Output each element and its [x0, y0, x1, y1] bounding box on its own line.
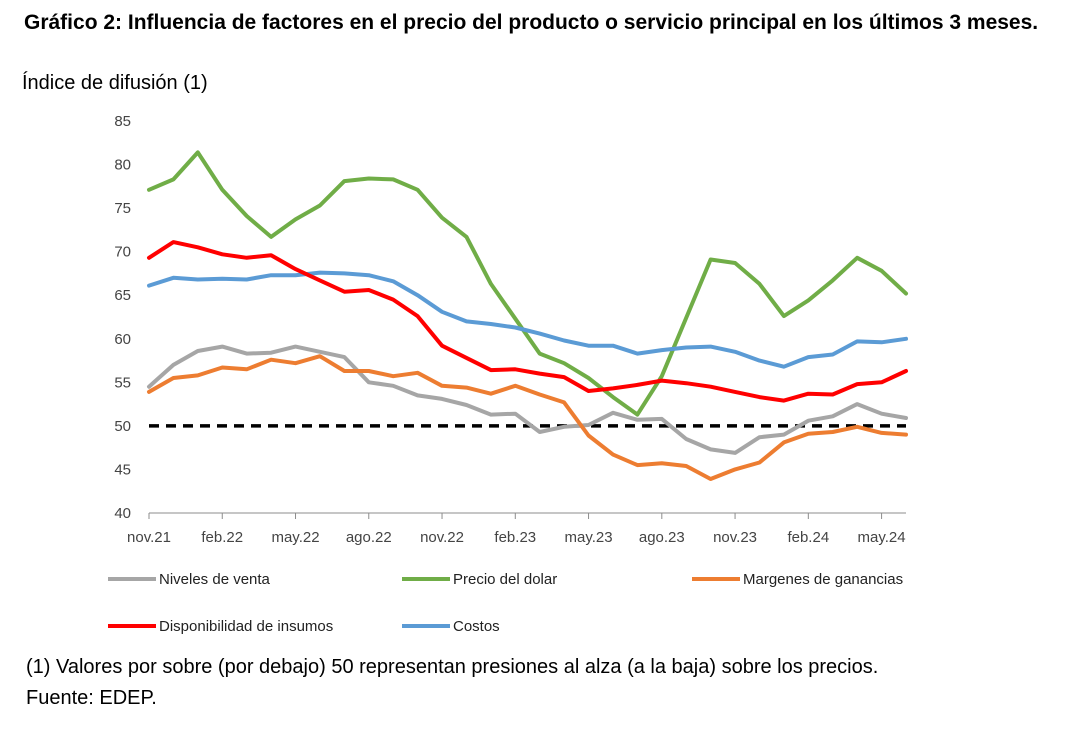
legend-label: Niveles de venta: [159, 571, 271, 588]
y-tick-label: 60: [114, 331, 131, 348]
x-tick-label: may.22: [271, 529, 319, 546]
x-tick-label: may.23: [565, 529, 613, 546]
series-lines: [147, 150, 908, 481]
legend: Niveles de venta Precio del dolar Margenes…: [108, 571, 903, 635]
y-tick-label: 70: [114, 244, 131, 261]
x-tick-label: nov.21: [127, 529, 171, 546]
legend-label: Precio del dolar: [453, 571, 557, 588]
legend-label: Margenes de ganancias: [743, 571, 903, 588]
x-tick-label: nov.23: [713, 529, 757, 546]
chart-title: Gráfico 2: Influencia de factores en el …: [24, 11, 1039, 34]
x-tick-label: feb.23: [494, 529, 536, 546]
line-chart: 40 45 50 55 60 65 70 75 80 85 nov.21 feb.22 may.22 a…: [108, 113, 908, 635]
x-tick-label: may.24: [858, 529, 906, 546]
series-line-niveles-de-venta: [147, 344, 908, 455]
x-tick-label: feb.22: [201, 529, 243, 546]
x-axis: nov.21 feb.22 may.22 ago.22 nov.22 feb.23 may.…: [127, 512, 906, 546]
y-tick-label: 55: [114, 374, 131, 391]
series-line-disponibilidad-de-insumos: [147, 240, 908, 403]
y-axis-label: Índice de difusión (1): [22, 72, 208, 94]
legend-label: Disponibilidad de insumos: [159, 618, 333, 635]
y-tick-label: 45: [114, 461, 131, 478]
y-tick-label: 75: [114, 200, 131, 217]
footnote-block: (1) Valores por sobre (por debajo) 50 re…: [26, 652, 878, 714]
y-tick-label: 50: [114, 418, 131, 435]
y-tick-label: 85: [114, 113, 131, 130]
x-tick-label: ago.23: [639, 529, 685, 546]
source-text: Fuente: EDEP.: [26, 687, 157, 709]
series-line-margenes-de-ganancias: [147, 354, 908, 481]
x-tick-label: feb.24: [787, 529, 829, 546]
y-tick-label: 40: [114, 505, 131, 522]
footnote-text: (1) Valores por sobre (por debajo) 50 re…: [26, 656, 879, 678]
x-tick-label: nov.22: [420, 529, 464, 546]
legend-label: Costos: [453, 618, 500, 635]
y-axis: 40 45 50 55 60 65 70 75 80 85: [114, 113, 131, 522]
series-line-precio-del-dolar: [147, 150, 908, 417]
y-tick-label: 65: [114, 287, 131, 304]
x-tick-label: ago.22: [346, 529, 392, 546]
y-tick-label: 80: [114, 157, 131, 174]
series-line-costos: [147, 270, 908, 369]
